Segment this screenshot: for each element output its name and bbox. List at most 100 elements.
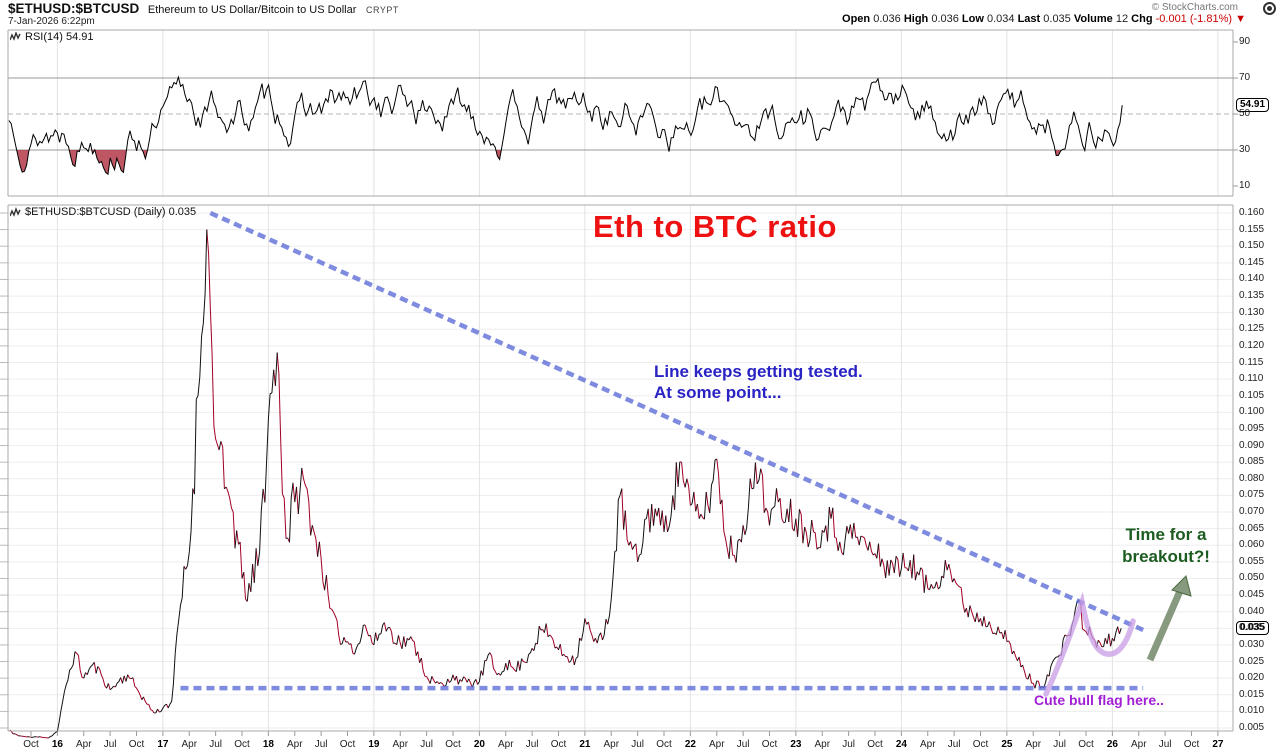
exchange-tag: CRYPT [365, 5, 399, 15]
stockcharts-logo-icon[interactable] [1263, 2, 1276, 15]
price-panel-label: $ETHUSD:$BTCUSD (Daily) 0.035 [10, 206, 196, 218]
x-axis-label: Jul [1053, 739, 1067, 750]
chart-type-icon [10, 207, 21, 217]
price-ytick: 0.015 [1239, 688, 1265, 700]
x-axis-label: Oct [1183, 739, 1200, 750]
price-ytick: 0.100 [1239, 406, 1265, 418]
symbol-description: Ethereum to US Dollar/Bitcoin to US Doll… [147, 4, 357, 16]
volume-label: Volume [1073, 13, 1113, 25]
low-value: 0.034 [986, 13, 1015, 25]
price-ytick: 0.005 [1239, 722, 1265, 733]
bull-flag-curve [1043, 591, 1136, 697]
drawn-annotations [1043, 575, 1192, 697]
price-ytick: 0.160 [1239, 207, 1265, 218]
price-ytick: 0.150 [1239, 240, 1265, 252]
rsi-ytick: 90 [1239, 36, 1251, 47]
x-axis-label: Apr [708, 739, 725, 750]
high-value: 0.036 [931, 13, 959, 25]
x-axis-label: Apr [75, 739, 92, 750]
price-ytick: 0.090 [1239, 439, 1265, 451]
price-ytick: 0.065 [1239, 522, 1265, 534]
last-price-badge: 0.035 [1236, 621, 1270, 636]
x-axis-label: Apr [814, 739, 831, 750]
price-ytick: 0.085 [1239, 456, 1265, 468]
price-ytick: 0.060 [1239, 539, 1265, 551]
x-axis-label: Oct [128, 739, 145, 750]
rsi-panel-label: RSI(14) 54.91 [10, 31, 93, 43]
price-series [9, 229, 1122, 739]
chg-value: -0.001 (-1.81%) [1155, 13, 1233, 25]
price-ytick: 0.030 [1239, 638, 1265, 650]
gridlines [0, 30, 1233, 736]
price-ytick: 0.025 [1239, 655, 1265, 667]
trendlines [180, 210, 1145, 691]
open-label: Open [842, 13, 871, 25]
x-axis-label: 27 [1212, 739, 1224, 750]
rsi-ytick: 30 [1239, 144, 1251, 155]
rsi-ytick: 70 [1239, 72, 1251, 83]
x-axis-label: Oct [234, 739, 250, 750]
x-axis-label: 21 [579, 739, 591, 750]
price-ytick: 0.050 [1239, 572, 1265, 584]
copyright: © StockCharts.com [1151, 2, 1238, 13]
price-ytick: 0.120 [1239, 339, 1265, 351]
x-axis-label: 22 [684, 739, 696, 750]
price-ytick: 0.035 [1239, 622, 1265, 634]
price-ytick: 0.020 [1239, 672, 1265, 684]
x-axis-label: Apr [497, 739, 514, 750]
rsi-ytick: 50 [1239, 108, 1251, 119]
x-axis-label: 26 [1106, 739, 1118, 750]
x-axis-label: Jul [420, 739, 434, 750]
x-axis-label: Oct [1078, 739, 1094, 750]
x-axis-label: Apr [1130, 739, 1147, 750]
price-ytick: 0.045 [1239, 589, 1265, 601]
rsi-ytick: 10 [1239, 180, 1251, 191]
high-label: High [903, 13, 929, 25]
x-axis-label: Oct [656, 739, 672, 750]
price-ytick: 0.010 [1239, 705, 1265, 717]
x-axis-label: Jul [103, 739, 117, 750]
x-axis-label: Jul [1158, 739, 1172, 750]
price-ytick: 0.105 [1239, 389, 1265, 401]
chg-down-icon[interactable]: ▼ [1235, 13, 1246, 25]
x-axis-label: 19 [368, 739, 380, 750]
x-axis-label: Jul [314, 739, 328, 750]
x-axis-label: Jul [842, 739, 856, 750]
x-axis-label: Apr [603, 739, 620, 750]
annotation-breakout: Time for a breakout?! [1122, 525, 1210, 566]
indicator-icon [10, 32, 21, 42]
price-ytick: 0.140 [1239, 273, 1265, 285]
price-ytick: 0.055 [1239, 555, 1265, 567]
x-axis-label: Apr [181, 739, 198, 750]
price-ytick: 0.075 [1239, 489, 1265, 501]
x-axis-label: Oct [761, 739, 778, 750]
quote-summary: Open 0.036 High 0.036 Low 0.034 Last 0.0… [842, 13, 1246, 25]
x-axis-label: 25 [1001, 739, 1013, 750]
x-axis-label: Jul [209, 739, 223, 750]
x-axis-label: Apr [392, 739, 409, 750]
x-axis-label: Jul [736, 739, 750, 750]
price-ytick: 0.125 [1239, 323, 1265, 335]
price-ytick: 0.070 [1239, 506, 1265, 518]
x-axis-label: Jul [947, 739, 961, 750]
low-label: Low [961, 13, 984, 25]
x-axis-label: 17 [157, 739, 169, 750]
x-axis-label: Oct [339, 739, 356, 750]
price-ytick: 0.110 [1239, 373, 1264, 385]
price-ytick: 0.040 [1239, 605, 1265, 617]
last-label: Last [1017, 13, 1041, 25]
price-ytick: 0.135 [1239, 290, 1265, 302]
annotation-title: Eth to BTC ratio [593, 209, 837, 244]
symbol: $ETHUSD:$BTCUSD [8, 1, 140, 16]
x-axis-label: Oct [972, 739, 989, 750]
x-axis-label: Apr [286, 739, 303, 750]
x-axis-label: Oct [867, 739, 883, 750]
price-ytick: 0.130 [1239, 306, 1265, 318]
price-ytick: 0.155 [1239, 223, 1265, 235]
x-axis-label: 23 [790, 739, 802, 750]
x-axis-label: Apr [1025, 739, 1042, 750]
chart-datetime: 7-Jan-2026 6:22pm [8, 16, 95, 27]
price-ytick: 0.080 [1239, 472, 1265, 484]
